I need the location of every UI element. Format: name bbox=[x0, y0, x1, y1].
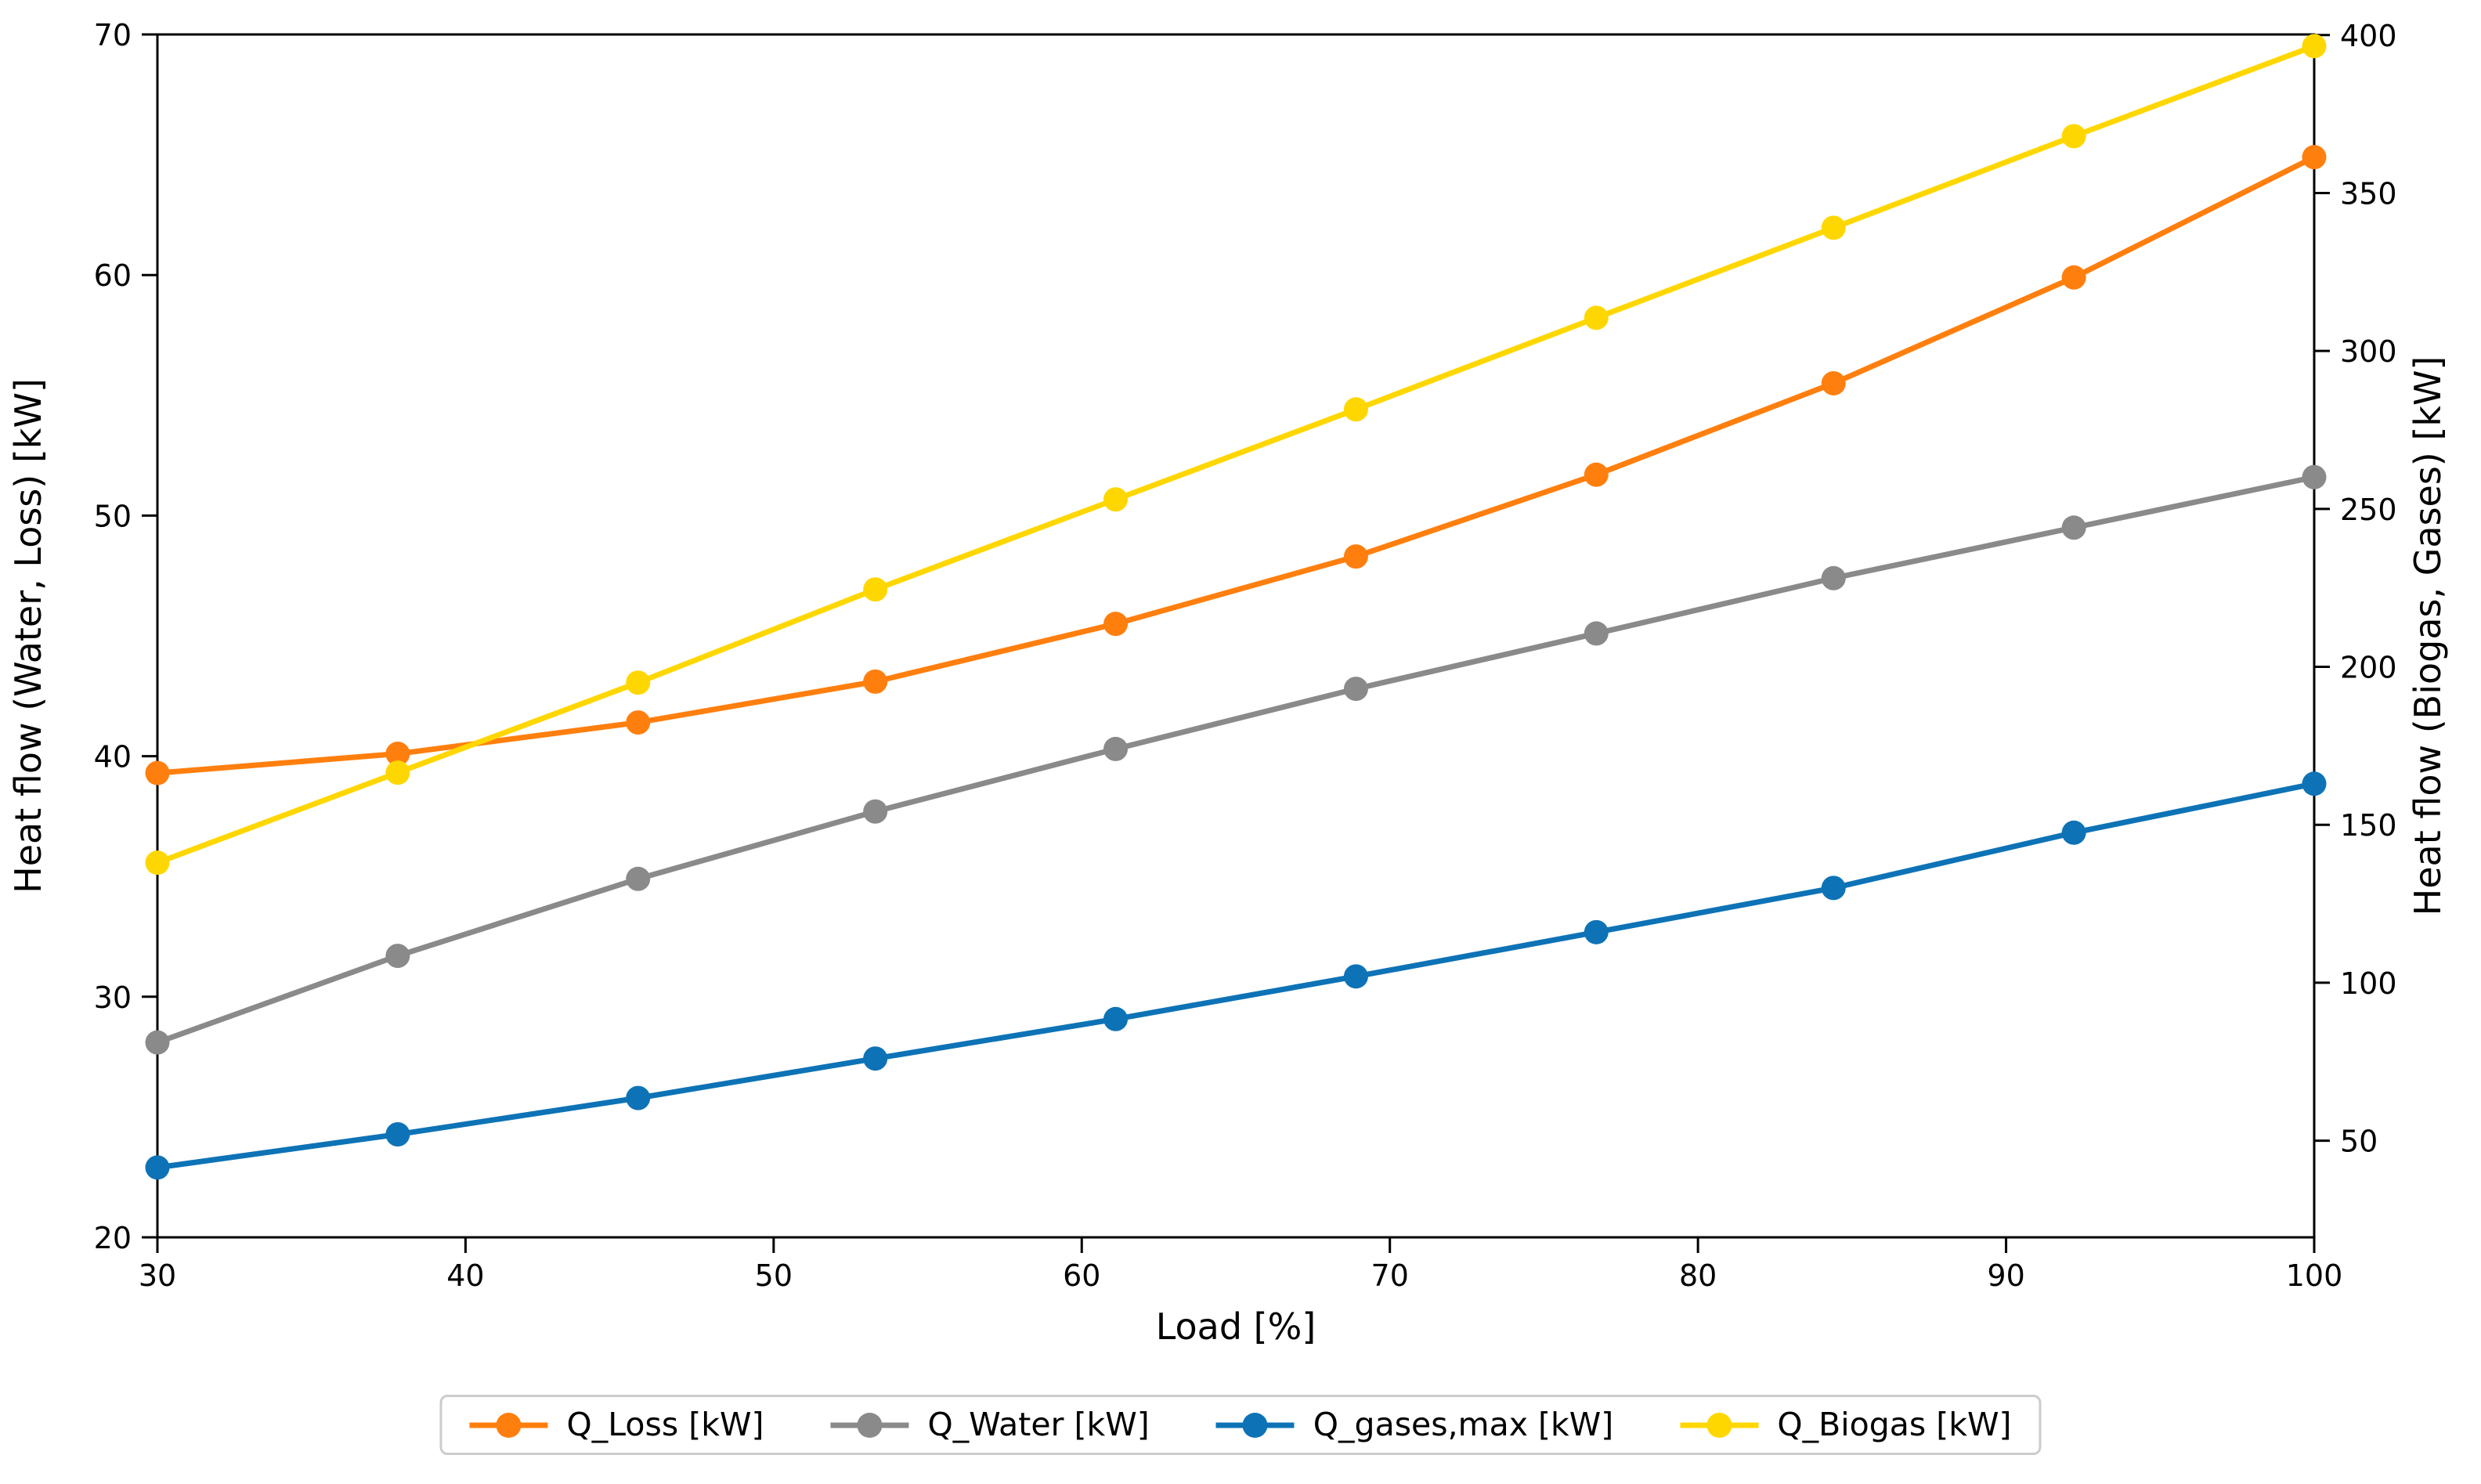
series-q-gases-max-point bbox=[863, 1046, 888, 1071]
legend-label-q-gases-max: Q_gases,max [kW] bbox=[1313, 1406, 1614, 1443]
series-q-loss-point bbox=[1343, 544, 1368, 569]
y-axis-left: 20 30 40 50 60 70 bbox=[94, 18, 157, 1255]
series-q-water-point bbox=[1103, 736, 1129, 761]
y-right-tick-label: 350 bbox=[2340, 176, 2397, 211]
y-right-tick-label: 100 bbox=[2340, 966, 2397, 1001]
y-left-tick-label: 50 bbox=[94, 499, 132, 533]
series-q-gases-max-point bbox=[626, 1085, 651, 1110]
series-q-loss-point bbox=[626, 710, 651, 735]
y-right-tick-label: 200 bbox=[2340, 651, 2397, 685]
x-tick-label: 80 bbox=[1679, 1258, 1717, 1293]
series-q-water-point bbox=[2302, 464, 2327, 489]
series-q-gases-max-line bbox=[154, 781, 2317, 1171]
x-axis: 30 40 50 60 70 80 90 100 bbox=[139, 1237, 2342, 1293]
axes-spines bbox=[156, 33, 2316, 1239]
x-tick-label: 30 bbox=[139, 1258, 176, 1293]
legend-item-q-gases-max: Q_gases,max [kW] bbox=[1215, 1406, 1614, 1443]
y-left-tick-label: 40 bbox=[94, 740, 132, 774]
x-tick-label: 100 bbox=[2286, 1258, 2343, 1293]
legend-label-q-loss: Q_Loss [kW] bbox=[566, 1406, 764, 1443]
series-q-biogas-point bbox=[1343, 397, 1368, 422]
x-tick-label: 70 bbox=[1371, 1258, 1409, 1293]
legend-item-q-biogas: Q_Biogas [kW] bbox=[1680, 1406, 2012, 1443]
q-loss-legend-marker-icon bbox=[469, 1412, 548, 1438]
series-q-water-point bbox=[1584, 621, 1609, 646]
y-right-tick-label: 150 bbox=[2340, 808, 2397, 843]
series-q-water-point bbox=[1343, 677, 1368, 702]
y-left-tick-label: 30 bbox=[94, 980, 132, 1015]
series-q-water-point bbox=[385, 944, 410, 969]
series-q-loss-point bbox=[863, 669, 888, 694]
series-q-water-point bbox=[2061, 515, 2086, 540]
series-q-biogas-point bbox=[2302, 34, 2327, 59]
legend-item-q-loss: Q_Loss [kW] bbox=[469, 1406, 764, 1443]
series-q-gases-max-point bbox=[145, 1155, 170, 1180]
series-q-loss-point bbox=[2061, 265, 2086, 290]
y-right-tick-label: 400 bbox=[2340, 19, 2397, 53]
x-tick-label: 60 bbox=[1063, 1258, 1100, 1293]
series-q-loss-point bbox=[145, 760, 170, 785]
x-axis-label: Load [%] bbox=[1156, 1305, 1316, 1348]
series-q-biogas-point bbox=[385, 760, 410, 785]
series-q-gases-max bbox=[145, 771, 2327, 1180]
q-biogas-legend-marker-icon bbox=[1680, 1412, 1759, 1438]
series-q-water-point bbox=[863, 799, 888, 824]
series-q-biogas-point bbox=[1584, 305, 1609, 330]
series-q-gases-max-point bbox=[2061, 820, 2086, 845]
legend-label-q-biogas: Q_Biogas [kW] bbox=[1777, 1406, 2012, 1443]
series-q-gases-max-point bbox=[1343, 964, 1368, 989]
series-q-loss-line bbox=[154, 154, 2317, 776]
series-q-gases-max-point bbox=[2302, 771, 2327, 796]
series-q-biogas-point bbox=[1821, 215, 1846, 240]
q-gases-max-legend-marker-icon bbox=[1215, 1412, 1295, 1438]
series-q-loss-point bbox=[385, 742, 410, 767]
y-left-tick-label: 60 bbox=[94, 258, 132, 293]
x-tick-label: 90 bbox=[1987, 1258, 2024, 1293]
y-axis-right-label: Heat flow (Biogas, Gases) [kW] bbox=[2407, 356, 2449, 916]
series-q-loss-point bbox=[1584, 462, 1609, 487]
y-axis-left-label: Heat flow (Water, Loss) [kW] bbox=[7, 378, 49, 894]
legend-item-q-water: Q_Water [kW] bbox=[830, 1406, 1150, 1443]
y-axis-right: 50 100 150 200 250 300 350 400 bbox=[2314, 19, 2397, 1159]
series-q-water-point bbox=[145, 1030, 170, 1055]
series-q-gases-max-point bbox=[1584, 919, 1609, 944]
series-q-biogas-point bbox=[626, 670, 651, 695]
series-q-loss bbox=[145, 145, 2327, 785]
series-q-biogas-point bbox=[863, 577, 888, 602]
legend: Q_Loss [kW] Q_Water [kW] Q_gases,max [kW… bbox=[439, 1395, 2042, 1456]
series-q-gases-max-point bbox=[1821, 876, 1846, 901]
y-left-tick-label: 70 bbox=[94, 18, 132, 52]
series-q-loss-point bbox=[1821, 370, 1846, 395]
series-q-gases-max-point bbox=[1103, 1006, 1129, 1031]
legend-label-q-water: Q_Water [kW] bbox=[927, 1406, 1150, 1443]
series-q-biogas-point bbox=[2061, 124, 2086, 149]
series-q-water-point bbox=[626, 866, 651, 891]
series-q-water bbox=[145, 464, 2327, 1055]
y-right-tick-label: 250 bbox=[2340, 493, 2397, 527]
series-q-gases-max-point bbox=[385, 1122, 410, 1147]
series-q-biogas bbox=[145, 34, 2327, 876]
x-tick-label: 40 bbox=[446, 1258, 484, 1293]
y-right-tick-label: 300 bbox=[2340, 334, 2397, 369]
x-tick-label: 50 bbox=[755, 1258, 793, 1293]
series-q-loss-point bbox=[1103, 612, 1129, 637]
series-q-biogas-point bbox=[1103, 487, 1129, 512]
y-right-tick-label: 50 bbox=[2340, 1125, 2378, 1159]
series-q-biogas-point bbox=[145, 850, 170, 876]
series-q-biogas-line bbox=[154, 43, 2317, 866]
series-q-water-point bbox=[1821, 565, 1846, 590]
q-water-legend-marker-icon bbox=[830, 1412, 909, 1438]
y-left-tick-label: 20 bbox=[94, 1221, 132, 1255]
series-q-water-line bbox=[154, 474, 2317, 1045]
series-q-loss-point bbox=[2302, 145, 2327, 170]
